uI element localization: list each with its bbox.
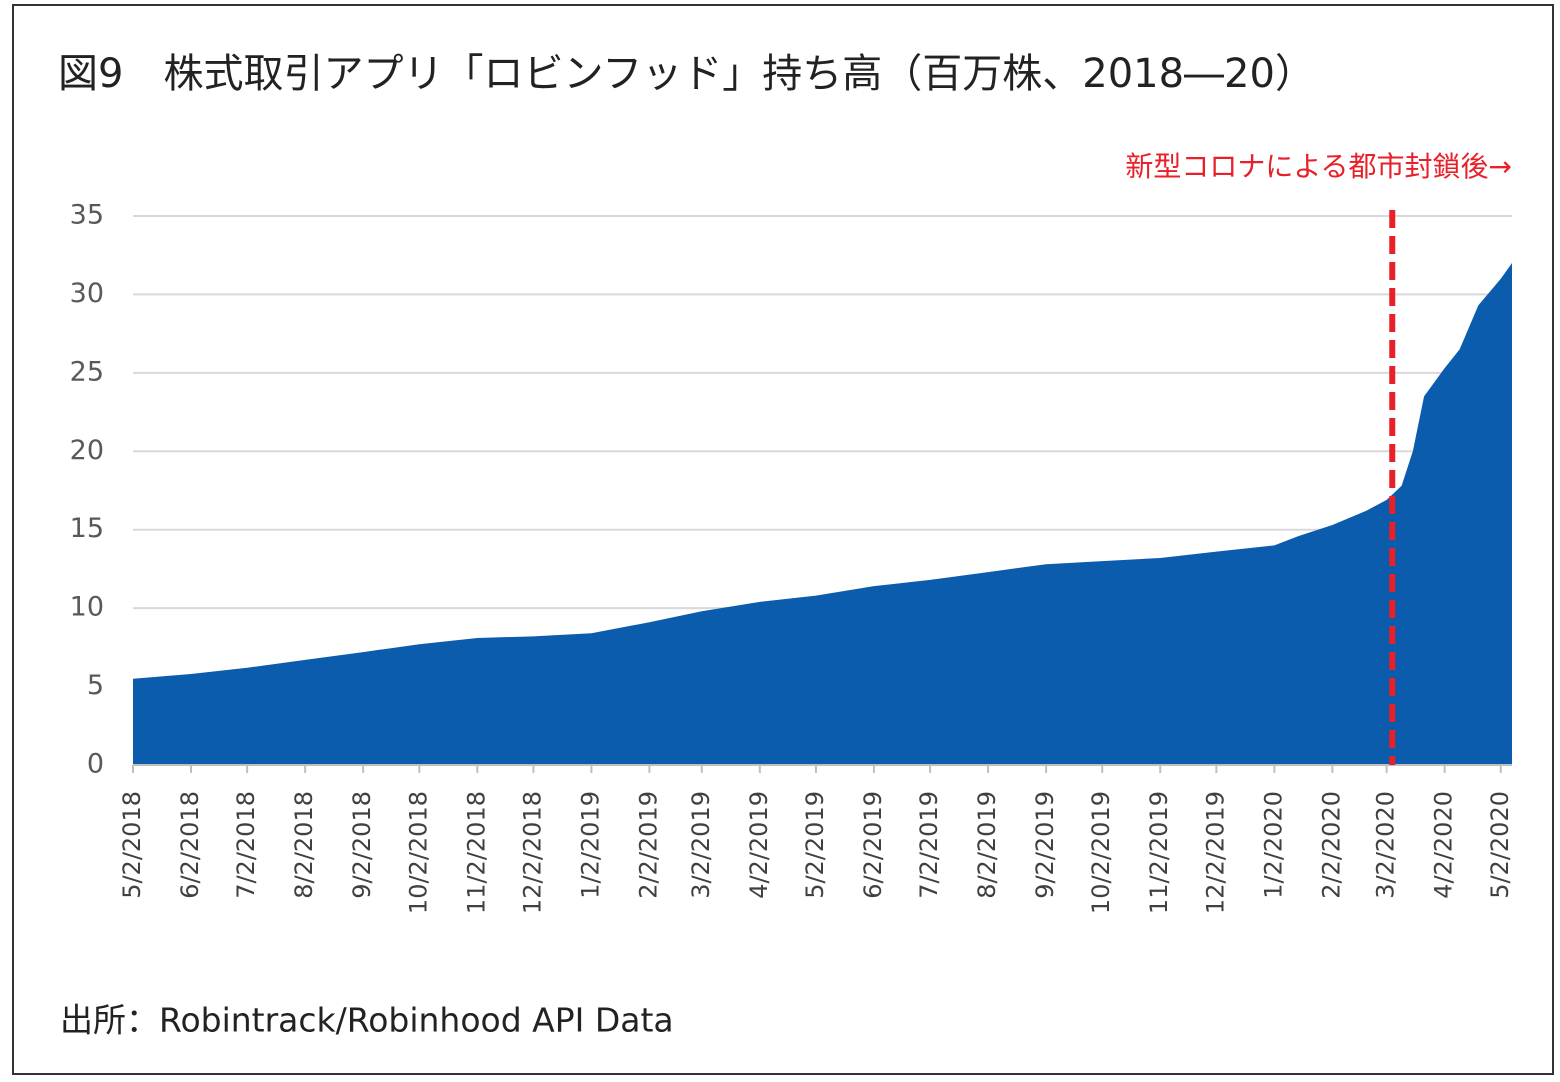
x-tick-label: 1/2/2019 (576, 791, 604, 899)
x-tick-label: 10/2/2018 (404, 791, 432, 914)
frame (12, 4, 1554, 1075)
x-tick-label: 2/2/2019 (634, 791, 662, 899)
y-tick-label: 25 (70, 356, 104, 387)
x-tick-label: 1/2/2020 (1259, 791, 1287, 899)
x-tick-label: 7/2/2018 (232, 791, 260, 899)
y-tick-label: 30 (70, 278, 104, 309)
y-tick-label: 10 (70, 592, 104, 623)
x-tick-label: 4/2/2019 (745, 791, 773, 899)
x-tick-label: 8/2/2019 (973, 791, 1001, 899)
y-tick-label: 35 (70, 200, 104, 231)
x-tick-label: 9/2/2018 (348, 791, 376, 899)
x-tick-label: 9/2/2019 (1031, 791, 1059, 899)
x-tick-label: 5/2/2020 (1486, 791, 1514, 899)
x-tick-label: 2/2/2020 (1317, 791, 1345, 899)
x-tick-label: 5/2/2019 (801, 791, 829, 899)
x-tick-label: 7/2/2019 (915, 791, 943, 899)
x-tick-label: 10/2/2019 (1087, 791, 1115, 914)
x-tick-label: 6/2/2019 (859, 791, 887, 899)
y-tick-label: 0 (87, 749, 104, 780)
x-tick-label: 11/2/2018 (462, 791, 490, 914)
x-tick-label: 5/2/2018 (118, 791, 146, 899)
x-tick-label: 3/2/2019 (687, 791, 715, 899)
x-tick-label: 11/2/2019 (1145, 791, 1173, 914)
chart-title: 図9 株式取引アプリ「ロビンフッド」持ち高（百万株、2018―20） (58, 51, 1315, 97)
x-tick-label: 12/2/2019 (1201, 791, 1229, 914)
y-tick-label: 20 (70, 435, 104, 466)
area (133, 263, 1512, 765)
y-tick-label: 5 (87, 670, 104, 701)
x-tick-label: 6/2/2018 (176, 791, 204, 899)
annotation: 新型コロナによる都市封鎖後→ (1125, 150, 1512, 183)
y-tick-label: 15 (70, 513, 104, 544)
x-tick-label: 3/2/2020 (1372, 791, 1400, 899)
source-note: 出所：Robintrack/Robinhood API Data (60, 1001, 674, 1040)
x-tick-label: 4/2/2020 (1430, 791, 1458, 899)
x-tick-label: 12/2/2018 (518, 791, 546, 914)
x-tick-label: 8/2/2018 (290, 791, 318, 899)
